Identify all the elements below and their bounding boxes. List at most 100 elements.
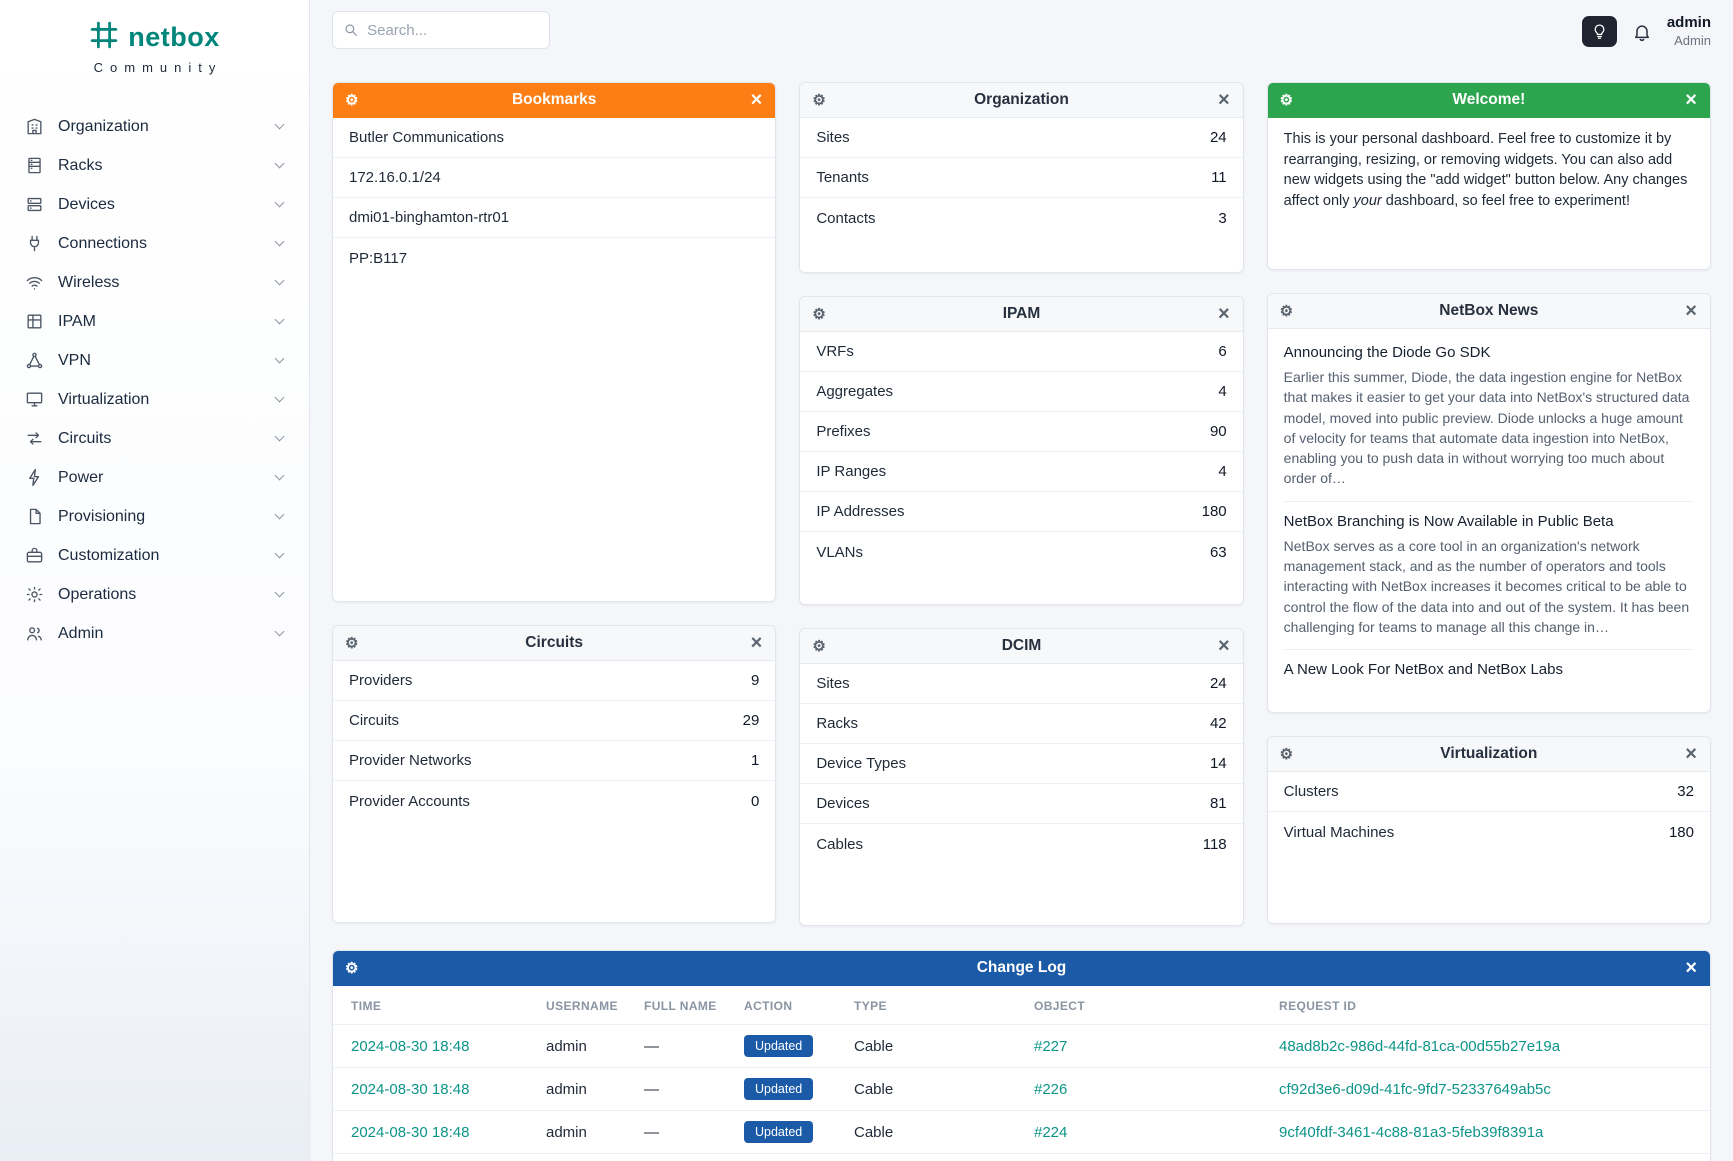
netbox-logo-icon (89, 20, 119, 55)
changelog-object-link[interactable]: #224 (1034, 1123, 1068, 1141)
sidebar-item-organization[interactable]: Organization (0, 107, 309, 146)
widget-netbox-news: ⚙ NetBox News × Announcing the Diode Go … (1266, 293, 1711, 713)
bookmark-item[interactable]: 172.16.0.1/24 (333, 158, 776, 198)
sidebar-item-provisioning[interactable]: Provisioning (0, 497, 309, 536)
user-menu[interactable]: admin Admin (1667, 14, 1711, 49)
close-icon[interactable]: × (750, 89, 763, 111)
close-icon[interactable]: × (1685, 89, 1697, 111)
sidebar-item-operations[interactable]: Operations (0, 575, 309, 614)
changelog-time-link[interactable]: 2024-08-30 18:48 (351, 1037, 470, 1055)
sidebar-item-power[interactable]: Power (0, 458, 309, 497)
chevron-down-icon (274, 431, 285, 442)
column-header: ACTION (744, 999, 793, 1013)
changelog-object-link[interactable]: #226 (1034, 1080, 1068, 1098)
search-box[interactable] (332, 11, 550, 49)
widget-dcim: ⚙ DCIM × Sites 24 Racks 42 Device Types 14 … (799, 628, 1244, 926)
stat-list: Providers 9 Circuits 29 Provider Networks 1… (333, 661, 776, 821)
stat-row[interactable]: Provider Networks 1 (333, 741, 776, 781)
building-icon (25, 117, 44, 136)
theme-toggle-button[interactable] (1581, 16, 1617, 47)
widget-title: Organization (974, 91, 1069, 108)
close-icon[interactable]: × (1685, 957, 1697, 979)
stat-row[interactable]: Devices 81 (800, 784, 1243, 824)
sidebar-item-racks[interactable]: Racks (0, 146, 309, 185)
stat-row[interactable]: Circuits 29 (333, 701, 776, 741)
changelog-object-link[interactable]: #227 (1034, 1037, 1068, 1055)
close-icon[interactable]: × (1217, 303, 1230, 325)
news-summary: Earlier this summer, Diode, the data ing… (1283, 369, 1690, 487)
gear-icon[interactable]: ⚙ (812, 91, 826, 109)
gear-icon[interactable]: ⚙ (1279, 745, 1294, 763)
stat-row[interactable]: Provider Accounts 0 (349, 792, 760, 810)
stat-row[interactable]: Racks 42 (800, 704, 1243, 744)
sidebar-item-vpn[interactable]: VPN (0, 341, 309, 380)
bookmark-item[interactable]: PP:B117 (349, 249, 408, 267)
sidebar-item-devices[interactable]: Devices (0, 185, 309, 224)
notifications-button[interactable] (1632, 22, 1652, 42)
news-headline-link[interactable]: NetBox Branching is Now Available in Pub… (1283, 512, 1614, 530)
stat-row[interactable]: Aggregates 4 (800, 372, 1243, 412)
changelog-request-id-link[interactable]: 48ad8b2c-986d-44fd-81ca-00d55b27e19a (1279, 1037, 1561, 1055)
widget-title: Circuits (525, 634, 584, 651)
stat-row[interactable]: IP Ranges 4 (800, 452, 1243, 492)
brand[interactable]: netbox Community (0, 0, 309, 79)
close-icon[interactable]: × (1217, 89, 1230, 111)
network-nodes-icon (25, 351, 44, 370)
column-header: REQUEST ID (1279, 999, 1357, 1013)
gear-icon[interactable]: ⚙ (812, 637, 826, 655)
changelog-time-link[interactable]: 2024-08-30 18:48 (351, 1080, 470, 1098)
gear-icon[interactable]: ⚙ (812, 305, 826, 323)
widget-title: Change Log (976, 959, 1067, 976)
document-icon (25, 507, 44, 526)
table-row: 2024-08-30 18:48 admin — Updated Cable #… (333, 1067, 1710, 1111)
sidebar-item-virtualization[interactable]: Virtualization (0, 380, 309, 419)
stat-row[interactable]: Prefixes 90 (800, 412, 1243, 452)
bookmark-item[interactable]: Butler Communications (333, 118, 776, 158)
stat-row[interactable]: IP Addresses 180 (800, 492, 1243, 532)
sidebar-item-connections[interactable]: Connections (0, 224, 309, 263)
lightning-icon (25, 468, 44, 487)
sidebar-item-ipam[interactable]: IPAM (0, 302, 309, 341)
changelog-request-id-link[interactable]: 9cf40fdf-3461-4c88-81a3-5feb39f8391a (1279, 1123, 1544, 1141)
sidebar-item-customization[interactable]: Customization (0, 536, 309, 575)
widget-header: ⚙ Change Log × (333, 951, 1710, 986)
stat-row[interactable]: Providers 9 (333, 661, 776, 701)
bookmark-item[interactable]: dmi01-binghamton-rtr01 (333, 198, 776, 238)
sidebar-item-admin[interactable]: Admin (0, 614, 309, 653)
changelog-request-id-link[interactable]: cf92d3e6-d09d-41fc-9fd7-52337649ab5c (1279, 1080, 1551, 1098)
wifi-icon (25, 273, 44, 292)
stat-row[interactable]: Clusters 32 (1267, 772, 1710, 812)
plug-icon (25, 234, 44, 253)
close-icon[interactable]: × (750, 632, 763, 654)
stat-row[interactable]: Sites 24 (800, 664, 1243, 704)
gear-icon[interactable]: ⚙ (345, 959, 359, 977)
gear-icon[interactable]: ⚙ (345, 91, 359, 109)
action-badge: Updated (744, 1035, 814, 1057)
news-headline-link[interactable]: A New Look For NetBox and NetBox Labs (1283, 661, 1563, 679)
stat-row[interactable]: Sites 24 (800, 118, 1243, 158)
stat-row[interactable]: Device Types 14 (800, 744, 1243, 784)
gear-icon[interactable]: ⚙ (345, 634, 359, 652)
grid-icon (25, 312, 44, 331)
close-icon[interactable]: × (1217, 635, 1230, 657)
sidebar-item-wireless[interactable]: Wireless (0, 263, 309, 302)
close-icon[interactable]: × (1685, 300, 1697, 322)
stat-row[interactable]: Cables 118 (816, 835, 1227, 853)
news-article: A New Look For NetBox and NetBox Labs (1284, 650, 1694, 696)
news-headline-link[interactable]: Announcing the Diode Go SDK (1283, 344, 1491, 361)
gear-icon[interactable]: ⚙ (1279, 302, 1294, 320)
stat-row[interactable]: Virtual Machines 180 (1283, 823, 1694, 841)
widget-title: NetBox News (1439, 302, 1539, 319)
stat-row[interactable]: Contacts 3 (816, 209, 1227, 227)
stat-row[interactable]: VLANs 63 (816, 543, 1227, 561)
table-header-row: TIME USERNAME FULL NAME ACTION TYPE OBJE… (333, 986, 1710, 1025)
changelog-time-link[interactable]: 2024-08-30 18:48 (351, 1123, 470, 1141)
stat-row[interactable]: VRFs 6 (800, 332, 1243, 372)
sidebar-item-circuits[interactable]: Circuits (0, 419, 309, 458)
stat-row[interactable]: Tenants 11 (800, 158, 1243, 198)
close-icon[interactable]: × (1685, 743, 1697, 765)
search-input[interactable] (367, 21, 538, 39)
gear-icon[interactable]: ⚙ (1279, 91, 1294, 109)
briefcase-icon (25, 546, 44, 565)
widget-title: Virtualization (1440, 745, 1538, 762)
